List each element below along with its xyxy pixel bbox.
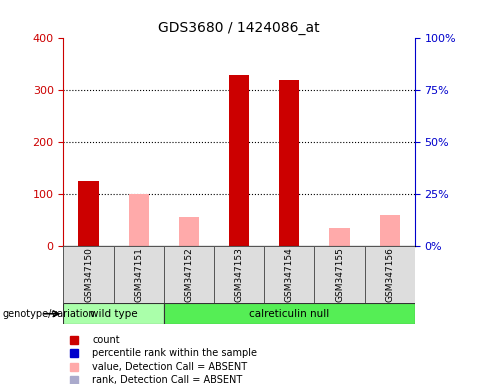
Bar [79,181,99,246]
Bar [179,217,199,246]
Bar [164,246,214,303]
Text: calreticulin null: calreticulin null [249,309,329,319]
Bar [279,80,299,246]
Text: count: count [93,335,120,345]
Text: GSM347153: GSM347153 [235,248,244,302]
Text: wild type: wild type [90,309,138,319]
Bar [314,246,365,303]
Bar [164,303,415,324]
Text: value, Detection Call = ABSENT: value, Detection Call = ABSENT [93,362,247,372]
Bar [380,215,400,246]
Text: GSM347156: GSM347156 [385,248,394,302]
Text: rank, Detection Call = ABSENT: rank, Detection Call = ABSENT [93,375,243,384]
Text: genotype/variation: genotype/variation [2,309,95,319]
Bar [63,303,164,324]
Text: GSM347150: GSM347150 [84,248,93,302]
Bar [329,228,349,246]
Bar [63,246,114,303]
Text: percentile rank within the sample: percentile rank within the sample [93,348,258,358]
Text: GSM347151: GSM347151 [134,248,143,302]
Bar [264,246,314,303]
Text: GSM347152: GSM347152 [184,248,193,302]
Bar [365,246,415,303]
Title: GDS3680 / 1424086_at: GDS3680 / 1424086_at [158,21,320,35]
Bar [229,74,249,246]
Text: GSM347155: GSM347155 [335,248,344,302]
Bar [114,246,164,303]
Text: GSM347154: GSM347154 [285,248,294,302]
Bar [214,246,264,303]
Bar [129,194,149,246]
